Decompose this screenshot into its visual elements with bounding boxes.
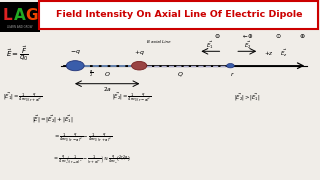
Text: $=\frac{1}{4\pi\varepsilon_0}\frac{q}{(r-a)^2}-\frac{1}{4\pi\varepsilon_0}\frac{: $=\frac{1}{4\pi\varepsilon_0}\frac{q}{(r…	[53, 132, 112, 143]
Text: $+ q$: $+ q$	[134, 48, 145, 57]
Text: $|\vec{E_2}|>|\vec{E_1}|$: $|\vec{E_2}|>|\vec{E_1}|$	[234, 92, 260, 103]
Text: $\vec{E}=\dfrac{\vec{F}}{q_0}$: $\vec{E}=\dfrac{\vec{F}}{q_0}$	[6, 45, 29, 63]
Circle shape	[227, 64, 234, 68]
FancyBboxPatch shape	[39, 1, 318, 29]
Text: $\oplus$: $\oplus$	[299, 32, 306, 40]
Text: Field Intensity On Axial Line Of Electric Dipole: Field Intensity On Axial Line Of Electri…	[56, 10, 302, 19]
FancyBboxPatch shape	[0, 2, 40, 31]
Text: B axial Line: B axial Line	[147, 40, 171, 44]
Text: $r$: $r$	[230, 70, 235, 78]
Text: LEARN AND GROW: LEARN AND GROW	[7, 25, 33, 29]
Circle shape	[132, 61, 147, 70]
Text: $\ominus$: $\ominus$	[214, 32, 221, 40]
Text: $2a$: $2a$	[103, 85, 112, 93]
Text: $\vec{E_z}$: $\vec{E_z}$	[280, 48, 288, 59]
Circle shape	[66, 61, 84, 71]
Text: $O$: $O$	[104, 70, 110, 78]
Text: $|\vec{E_1}|=\frac{1}{4\pi\varepsilon_0}\frac{q}{(r+a)^2}$: $|\vec{E_1}|=\frac{1}{4\pi\varepsilon_0}…	[3, 91, 43, 103]
Text: $- q$: $- q$	[70, 48, 81, 56]
Text: $\odot$: $\odot$	[275, 32, 282, 40]
Text: $|\vec{E}| = |\vec{E_2}|+|\vec{E_1}|$: $|\vec{E}| = |\vec{E_2}|+|\vec{E_1}|$	[32, 114, 74, 125]
Text: A: A	[14, 8, 26, 23]
Text: $\vec{E_1}$: $\vec{E_1}$	[206, 39, 213, 51]
Text: L: L	[2, 8, 12, 23]
Text: $\leftarrow\!\oplus$: $\leftarrow\!\oplus$	[242, 32, 254, 40]
Text: $|\vec{E_2}|=\frac{1}{4\pi\varepsilon_0}\frac{q}{(r-a)^2}$: $|\vec{E_2}|=\frac{1}{4\pi\varepsilon_0}…	[112, 91, 152, 103]
Text: $+z$: $+z$	[264, 49, 274, 57]
Text: $\frac{a}{2}$: $\frac{a}{2}$	[89, 69, 93, 79]
Text: G: G	[26, 8, 38, 23]
Text: $=\frac{q}{4\pi\varepsilon_0}\!\left(\frac{1}{(r-a)^2}-\frac{1}{(r+a)^2}\right)\: $=\frac{q}{4\pi\varepsilon_0}\!\left(\fr…	[53, 154, 131, 165]
Text: $\vec{E_2}$: $\vec{E_2}$	[244, 39, 252, 51]
Text: $Q$: $Q$	[177, 70, 184, 78]
